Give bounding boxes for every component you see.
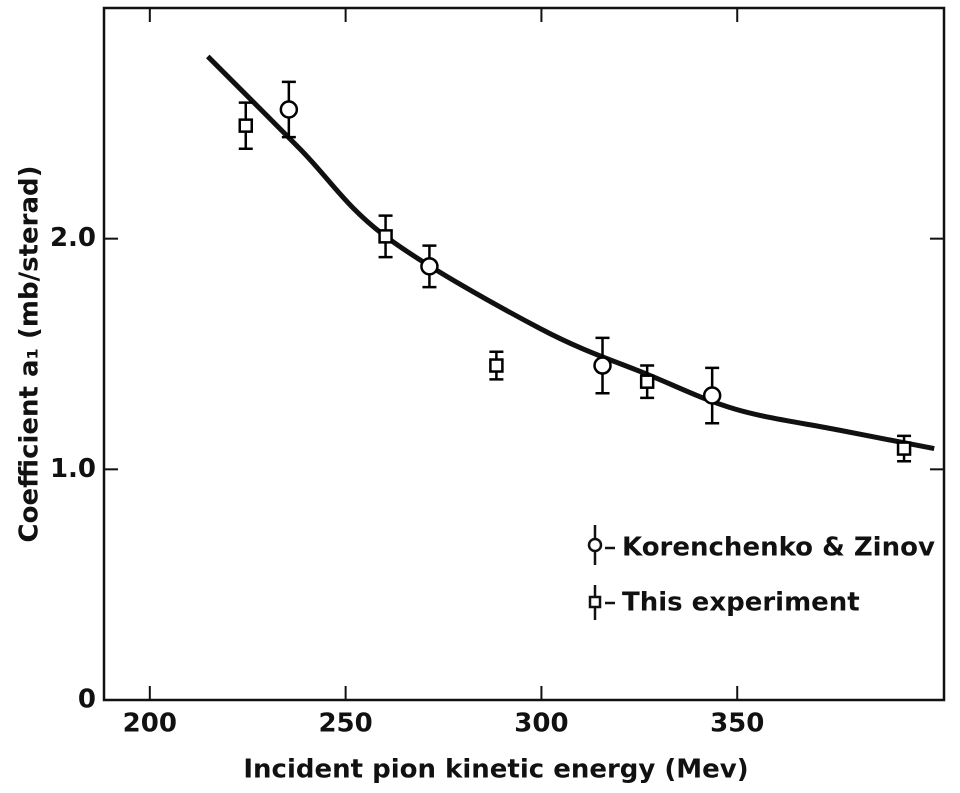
point	[378, 229, 393, 244]
legend-label: This experiment	[622, 588, 860, 618]
x-tick-label: 350	[710, 709, 764, 739]
legend-marker	[587, 537, 603, 553]
point	[702, 386, 722, 405]
legend-marker	[588, 595, 602, 609]
plot-frame	[102, 6, 946, 702]
point	[420, 257, 439, 276]
y-tick-label: 2.0	[50, 223, 96, 253]
y-axis-label: Coefficient a₁ (mb/sterad)	[15, 166, 45, 543]
legend-label: Korenchenko & Zinov	[622, 533, 935, 563]
point	[279, 100, 299, 119]
x-tick-label: 200	[123, 709, 177, 739]
point	[896, 441, 912, 456]
y-tick-label: 1.0	[50, 454, 96, 484]
x-axis-label: Incident pion kinetic energy (Mev)	[243, 755, 748, 785]
point	[238, 118, 254, 133]
point	[593, 356, 612, 375]
point	[639, 374, 655, 389]
y-tick-label: 0	[78, 685, 96, 715]
legend: Korenchenko & Zinov This experiment	[587, 525, 935, 620]
fit-curve	[206, 54, 935, 452]
point	[489, 358, 504, 373]
x-tick-label: 300	[514, 709, 568, 739]
x-tick-label: 250	[318, 709, 372, 739]
